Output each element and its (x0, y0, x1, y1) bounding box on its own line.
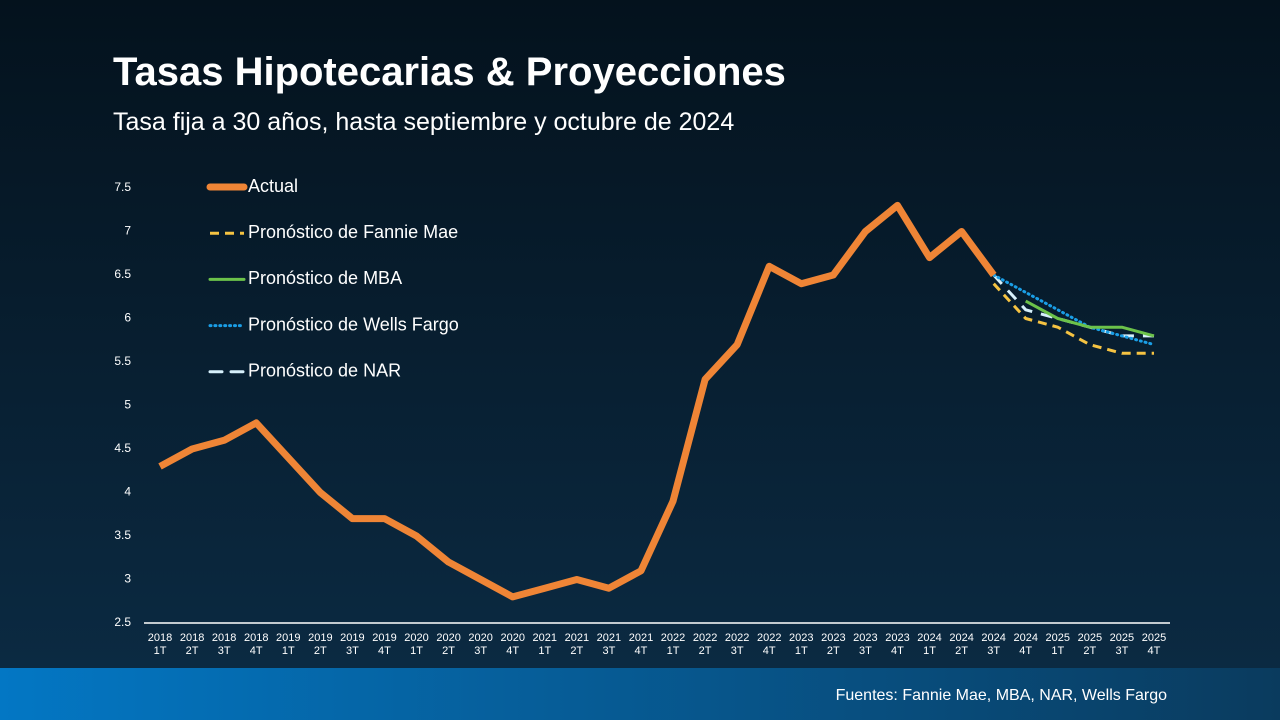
y-tick-label: 3.5 (114, 528, 131, 542)
chart-subtitle: Tasa fija a 30 años, hasta septiembre y … (113, 108, 734, 136)
x-tick-label: 2018 4T (244, 632, 268, 657)
x-tick-label: 2024 2T (949, 632, 973, 657)
x-tick-label: 2023 2T (821, 632, 845, 657)
x-tick-label: 2025 1T (1046, 632, 1070, 657)
x-tick-label: 2019 4T (372, 632, 396, 657)
x-tick-label: 2021 1T (533, 632, 557, 657)
x-tick-label: 2020 3T (468, 632, 492, 657)
legend-label: Pronóstico de Fannie Mae (248, 222, 458, 242)
y-tick-label: 3 (124, 572, 131, 586)
x-tick-label: 2025 3T (1110, 632, 1134, 657)
x-tick-label: 2024 3T (981, 632, 1005, 657)
y-tick-label: 6.5 (114, 267, 131, 281)
x-tick-label: 2025 4T (1142, 632, 1166, 657)
y-tick-label: 4.5 (114, 441, 131, 455)
x-tick-label: 2019 1T (276, 632, 300, 657)
x-tick-label: 2023 1T (789, 632, 813, 657)
series-line (992, 273, 1156, 347)
x-tick-label: 2018 3T (212, 632, 236, 657)
x-tick-label: 2024 1T (917, 632, 941, 657)
legend-label: Actual (248, 176, 298, 196)
legend-label: Pronóstico de NAR (248, 361, 401, 381)
y-tick-label: 5.5 (114, 354, 131, 368)
series-line (1024, 299, 1155, 338)
series-line (158, 201, 997, 601)
x-tick-label: 2025 2T (1078, 632, 1102, 657)
y-tick-label: 2.5 (114, 615, 131, 629)
x-tick-label: 2024 4T (1013, 632, 1037, 657)
x-tick-label: 2022 2T (693, 632, 717, 657)
x-tick-label: 2021 4T (629, 632, 653, 657)
x-tick-label: 2020 2T (436, 632, 460, 657)
x-tick-label: 2018 1T (148, 632, 172, 657)
x-tick-label: 2020 4T (500, 632, 524, 657)
y-tick-label: 7.5 (114, 180, 131, 194)
source: Fuentes: Fannie Mae, MBA, NAR, Wells Far… (836, 687, 1167, 704)
x-tick-label: 2020 1T (404, 632, 428, 657)
x-tick-label: 2023 3T (853, 632, 877, 657)
x-tick-label: 2021 2T (565, 632, 589, 657)
x-tick-label: 2022 3T (725, 632, 749, 657)
x-tick-label: 2023 4T (885, 632, 909, 657)
x-tick-label: 2022 1T (661, 632, 685, 657)
background (0, 0, 1280, 668)
x-tick-label: 2022 4T (757, 632, 781, 657)
chart-title: Tasas Hipotecarias & Proyecciones (113, 50, 786, 94)
x-tick-label: 2019 2T (308, 632, 332, 657)
y-tick-label: 4 (124, 485, 131, 499)
x-tick-label: 2021 3T (597, 632, 621, 657)
y-tick-label: 7 (124, 224, 131, 238)
series-line (992, 282, 1154, 355)
y-tick-label: 5 (124, 398, 131, 412)
footer-band (0, 668, 1280, 720)
legend-label: Pronóstico de MBA (248, 268, 402, 288)
x-tick-label: 2018 2T (180, 632, 204, 657)
x-tick-label: 2019 3T (340, 632, 364, 657)
y-tick-label: 6 (124, 311, 131, 325)
legend-label: Pronóstico de Wells Fargo (248, 314, 459, 334)
